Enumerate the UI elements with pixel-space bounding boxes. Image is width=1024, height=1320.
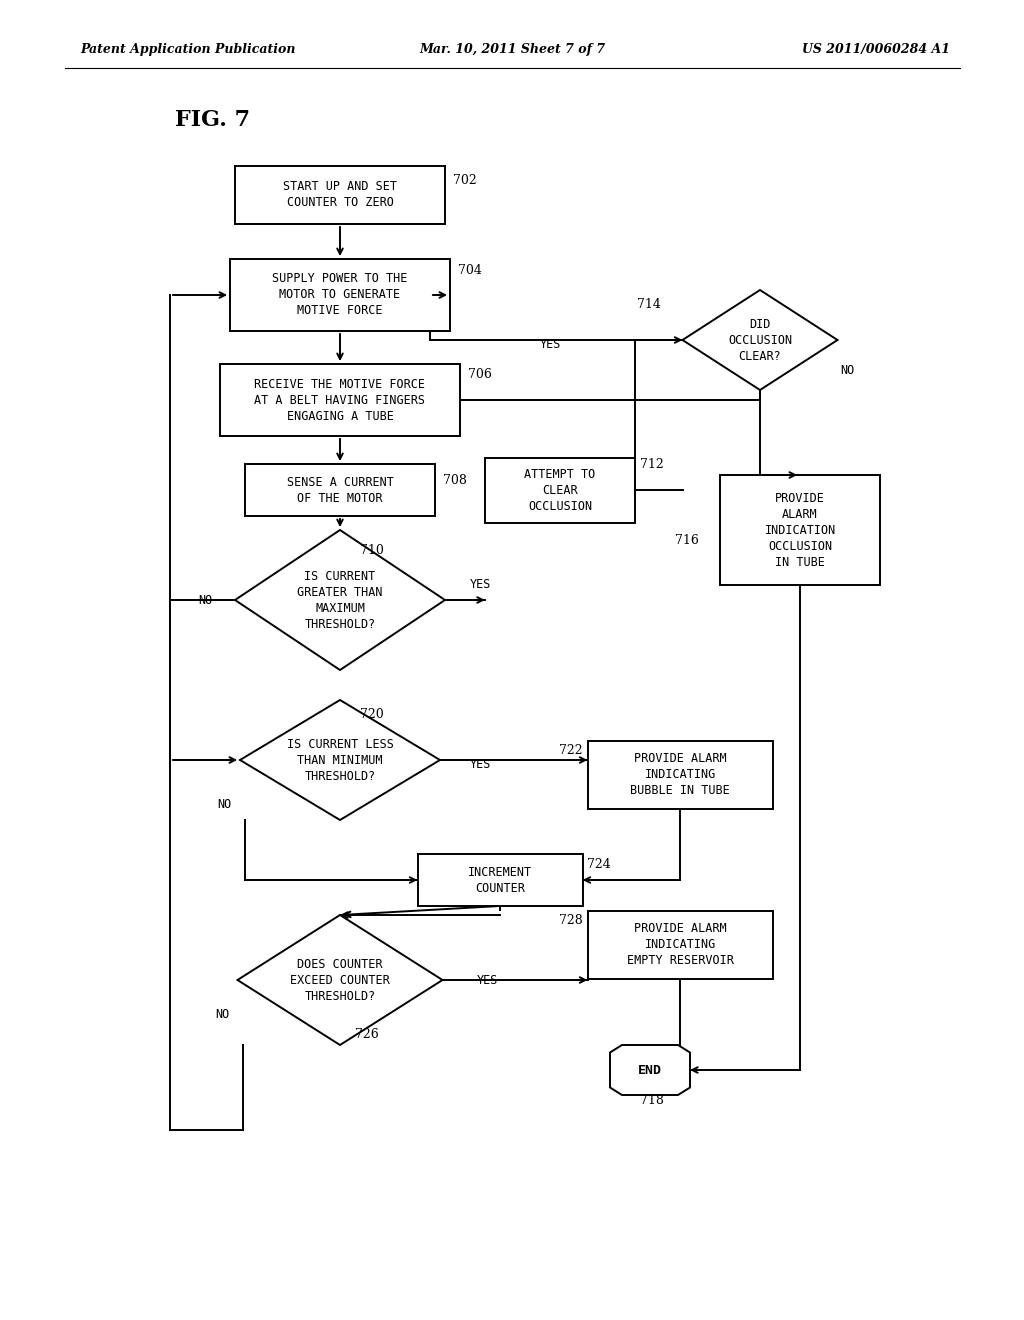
Text: Mar. 10, 2011 Sheet 7 of 7: Mar. 10, 2011 Sheet 7 of 7: [419, 44, 605, 57]
Text: DOES COUNTER
EXCEED COUNTER
THRESHOLD?: DOES COUNTER EXCEED COUNTER THRESHOLD?: [290, 957, 390, 1002]
Text: 710: 710: [360, 544, 384, 557]
Text: 704: 704: [458, 264, 482, 276]
Text: START UP AND SET
COUNTER TO ZERO: START UP AND SET COUNTER TO ZERO: [283, 181, 397, 210]
Polygon shape: [683, 290, 838, 389]
Text: YES: YES: [469, 578, 490, 591]
Text: IS CURRENT LESS
THAN MINIMUM
THRESHOLD?: IS CURRENT LESS THAN MINIMUM THRESHOLD?: [287, 738, 393, 783]
Text: NO: NO: [841, 363, 855, 376]
Text: YES: YES: [477, 974, 499, 986]
FancyBboxPatch shape: [230, 259, 450, 331]
Text: PROVIDE ALARM
INDICATING
EMPTY RESERVOIR: PROVIDE ALARM INDICATING EMPTY RESERVOIR: [627, 923, 733, 968]
Text: PROVIDE ALARM
INDICATING
BUBBLE IN TUBE: PROVIDE ALARM INDICATING BUBBLE IN TUBE: [630, 752, 730, 797]
Text: 702: 702: [453, 173, 477, 186]
FancyBboxPatch shape: [234, 166, 445, 224]
Text: 726: 726: [355, 1028, 379, 1041]
Text: 706: 706: [468, 368, 492, 381]
Text: 724: 724: [588, 858, 611, 871]
Polygon shape: [610, 1045, 690, 1096]
Text: NO: NO: [198, 594, 212, 606]
Polygon shape: [238, 915, 442, 1045]
Polygon shape: [234, 531, 445, 671]
Text: RECEIVE THE MOTIVE FORCE
AT A BELT HAVING FINGERS
ENGAGING A TUBE: RECEIVE THE MOTIVE FORCE AT A BELT HAVIN…: [255, 378, 426, 422]
Text: FIG. 7: FIG. 7: [175, 110, 250, 131]
FancyBboxPatch shape: [588, 911, 772, 979]
Text: NO: NO: [218, 799, 232, 812]
Text: YES: YES: [540, 338, 561, 351]
FancyBboxPatch shape: [485, 458, 635, 523]
Text: ATTEMPT TO
CLEAR
OCCLUSION: ATTEMPT TO CLEAR OCCLUSION: [524, 467, 596, 512]
Text: 714: 714: [638, 298, 662, 312]
Text: NO: NO: [215, 1008, 229, 1022]
Text: 728: 728: [559, 913, 583, 927]
Text: SUPPLY POWER TO THE
MOTOR TO GENERATE
MOTIVE FORCE: SUPPLY POWER TO THE MOTOR TO GENERATE MO…: [272, 272, 408, 318]
FancyBboxPatch shape: [418, 854, 583, 906]
Text: 722: 722: [559, 743, 583, 756]
Text: US 2011/0060284 A1: US 2011/0060284 A1: [802, 44, 950, 57]
FancyBboxPatch shape: [245, 465, 435, 516]
Text: SENSE A CURRENT
OF THE MOTOR: SENSE A CURRENT OF THE MOTOR: [287, 475, 393, 504]
Polygon shape: [240, 700, 440, 820]
Text: PROVIDE
ALARM
INDICATION
OCCLUSION
IN TUBE: PROVIDE ALARM INDICATION OCCLUSION IN TU…: [764, 491, 836, 569]
Text: 712: 712: [640, 458, 664, 471]
Text: END: END: [638, 1064, 662, 1077]
Text: IS CURRENT
GREATER THAN
MAXIMUM
THRESHOLD?: IS CURRENT GREATER THAN MAXIMUM THRESHOL…: [297, 569, 383, 631]
Text: 708: 708: [443, 474, 467, 487]
FancyBboxPatch shape: [588, 741, 772, 809]
Text: INCREMENT
COUNTER: INCREMENT COUNTER: [468, 866, 532, 895]
Text: 720: 720: [360, 709, 384, 722]
Text: Patent Application Publication: Patent Application Publication: [80, 44, 296, 57]
Text: 718: 718: [640, 1093, 664, 1106]
FancyBboxPatch shape: [220, 364, 460, 436]
FancyBboxPatch shape: [720, 475, 880, 585]
Text: YES: YES: [469, 759, 490, 771]
Text: DID
OCCLUSION
CLEAR?: DID OCCLUSION CLEAR?: [728, 318, 792, 363]
Text: 716: 716: [675, 533, 698, 546]
